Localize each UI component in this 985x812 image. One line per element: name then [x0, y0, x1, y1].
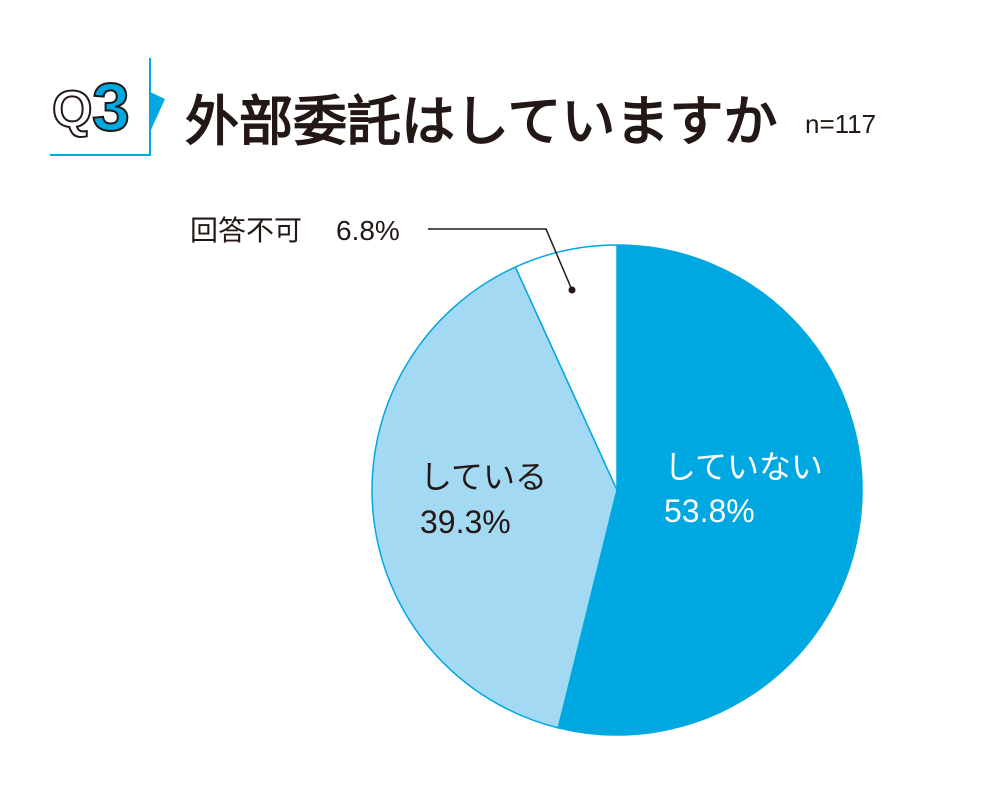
badge-bracket-line [50, 58, 151, 156]
pie-slice-outsourcing [371, 266, 618, 729]
pie-slice-no-answer [514, 244, 618, 491]
slice-value-not-outsourcing: 53.8% [664, 493, 755, 529]
sample-size: n=117 [805, 109, 876, 139]
slice-value-outsourcing: 39.3% [420, 504, 511, 540]
leader-dot [568, 286, 576, 294]
leader-line [428, 228, 573, 291]
question-number: 3 [92, 69, 130, 145]
question-badge: Q 3 [50, 58, 165, 156]
badge-flag-icon [150, 92, 165, 132]
slice-label-no-answer: 回答不可 [190, 215, 302, 246]
pie-chart [371, 244, 863, 736]
slice-value-no-answer: 6.8% [336, 215, 400, 246]
pie-slice-not-outsourcing [557, 244, 863, 736]
chart-title: 外部委託はしていますか [185, 90, 777, 153]
slice-label-not-outsourcing: していない [664, 449, 823, 485]
question-letter: Q [52, 81, 92, 139]
slice-label-outsourcing: している [420, 459, 547, 495]
